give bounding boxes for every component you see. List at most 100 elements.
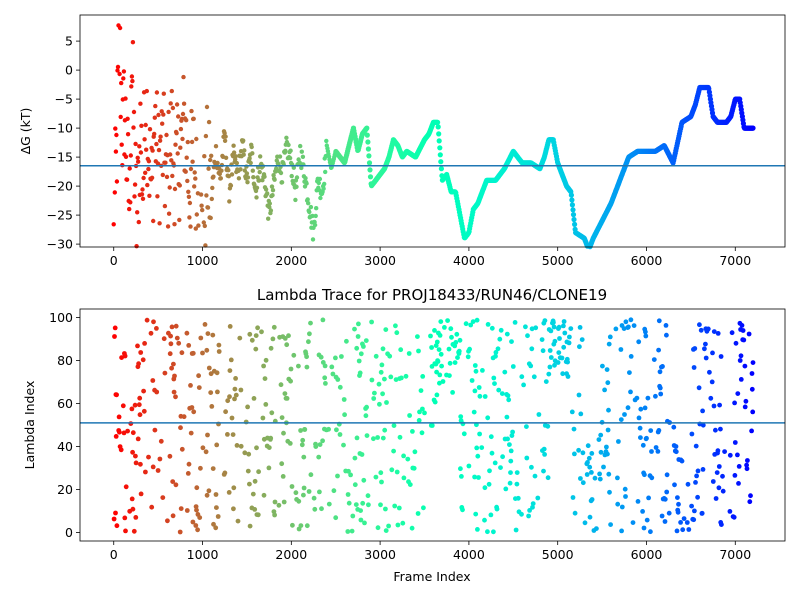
delta-g-point — [181, 101, 187, 106]
delta-g-point — [129, 74, 135, 79]
lambda-point — [326, 501, 332, 507]
delta-g-point — [191, 116, 196, 122]
lambda-point — [551, 324, 557, 330]
lambda-point — [352, 482, 358, 488]
delta-g-point — [159, 109, 164, 114]
lambda-point — [727, 452, 733, 458]
delta-g-point — [314, 206, 319, 211]
lambda-point — [243, 419, 249, 425]
lambda-point — [334, 427, 339, 433]
delta-g-point — [365, 139, 371, 145]
lambda-point — [341, 397, 347, 402]
lambda-point — [737, 358, 743, 363]
lambda-point — [473, 368, 479, 374]
lambda-point — [684, 520, 690, 525]
lambda-point — [480, 368, 485, 373]
delta-g-point — [180, 136, 185, 142]
lambda-point — [382, 376, 387, 382]
lambda-point — [565, 374, 571, 379]
lambda-point — [415, 511, 421, 516]
delta-g-point — [222, 138, 228, 143]
delta-g-point — [123, 154, 129, 159]
delta-g-point — [249, 144, 254, 150]
delta-g-point — [180, 111, 186, 117]
delta-g-points — [111, 23, 756, 250]
lambda-point — [252, 507, 258, 512]
delta-g-point — [168, 101, 173, 106]
lambda-point — [197, 515, 203, 520]
delta-g-point — [279, 180, 285, 185]
lambda-point — [280, 474, 286, 479]
delta-g-point — [569, 202, 576, 208]
lambda-point — [348, 472, 353, 478]
lambda-point — [111, 516, 117, 522]
lambda-point — [256, 469, 261, 475]
lambda-point — [742, 363, 748, 369]
lambda-point — [493, 350, 499, 355]
lambda-point — [446, 346, 452, 352]
lambda-point — [160, 495, 166, 500]
lambda-point — [259, 329, 264, 335]
delta-g-point — [160, 121, 165, 126]
delta-g-point — [229, 172, 235, 177]
lambda-point — [170, 513, 176, 519]
delta-g-point — [172, 186, 178, 192]
lambda-point — [548, 328, 554, 334]
lambda-point — [507, 480, 513, 486]
delta-g-point — [288, 148, 293, 153]
delta-g-point — [166, 211, 172, 216]
delta-g-point — [367, 167, 373, 173]
lambda-point — [304, 354, 309, 360]
lambda-point — [384, 400, 389, 405]
lambda-point — [288, 378, 293, 384]
lambda-point — [210, 332, 216, 338]
delta-g-point — [254, 195, 259, 200]
lambda-point — [352, 326, 357, 332]
delta-g-point — [204, 193, 209, 198]
delta-g-point — [310, 237, 316, 242]
delta-g-point — [139, 123, 144, 128]
lambda-point — [168, 333, 174, 339]
lambda-point — [416, 418, 422, 423]
lambda-point — [205, 432, 210, 438]
delta-g-point — [265, 191, 270, 196]
delta-g-point — [189, 139, 195, 145]
lambda-point — [185, 471, 191, 476]
delta-g-point — [125, 116, 130, 122]
delta-g-point — [183, 169, 188, 174]
lambda-point — [271, 324, 277, 330]
delta-g-point — [194, 212, 199, 217]
lambda-point — [149, 504, 155, 510]
delta-g-point — [289, 173, 294, 179]
lambda-point — [281, 430, 286, 436]
delta-g-point — [161, 91, 166, 96]
delta-g-point — [569, 197, 575, 203]
delta-g-point — [291, 165, 296, 170]
delta-g-point — [117, 71, 122, 77]
delta-g-point — [190, 159, 195, 164]
lambda-point — [198, 465, 203, 471]
delta-g-point — [226, 168, 231, 173]
delta-g-point — [263, 187, 269, 192]
lambda-point — [200, 350, 205, 356]
lambda-point — [378, 502, 383, 508]
lambda-point — [739, 323, 745, 328]
lambda-point — [125, 428, 130, 434]
lambda-point — [491, 529, 496, 535]
lambda-point — [287, 441, 293, 446]
lambda-point — [713, 496, 719, 501]
lambda-point — [177, 529, 183, 535]
delta-g-point — [435, 124, 441, 130]
delta-g-point — [303, 176, 308, 181]
delta-g-point — [268, 208, 274, 213]
lambda-panel: Lambda Trace for PROJ18433/RUN46/CLONE19… — [22, 286, 786, 584]
lambda-point — [736, 464, 742, 469]
lambda-point — [250, 491, 256, 497]
delta-g-point — [322, 181, 327, 187]
delta-g-point — [298, 143, 303, 149]
lambda-point — [718, 426, 723, 432]
delta-g-point — [129, 84, 134, 89]
y-tick-label: 80 — [57, 353, 73, 368]
lambda-point — [508, 448, 514, 454]
lambda-point — [122, 515, 128, 521]
